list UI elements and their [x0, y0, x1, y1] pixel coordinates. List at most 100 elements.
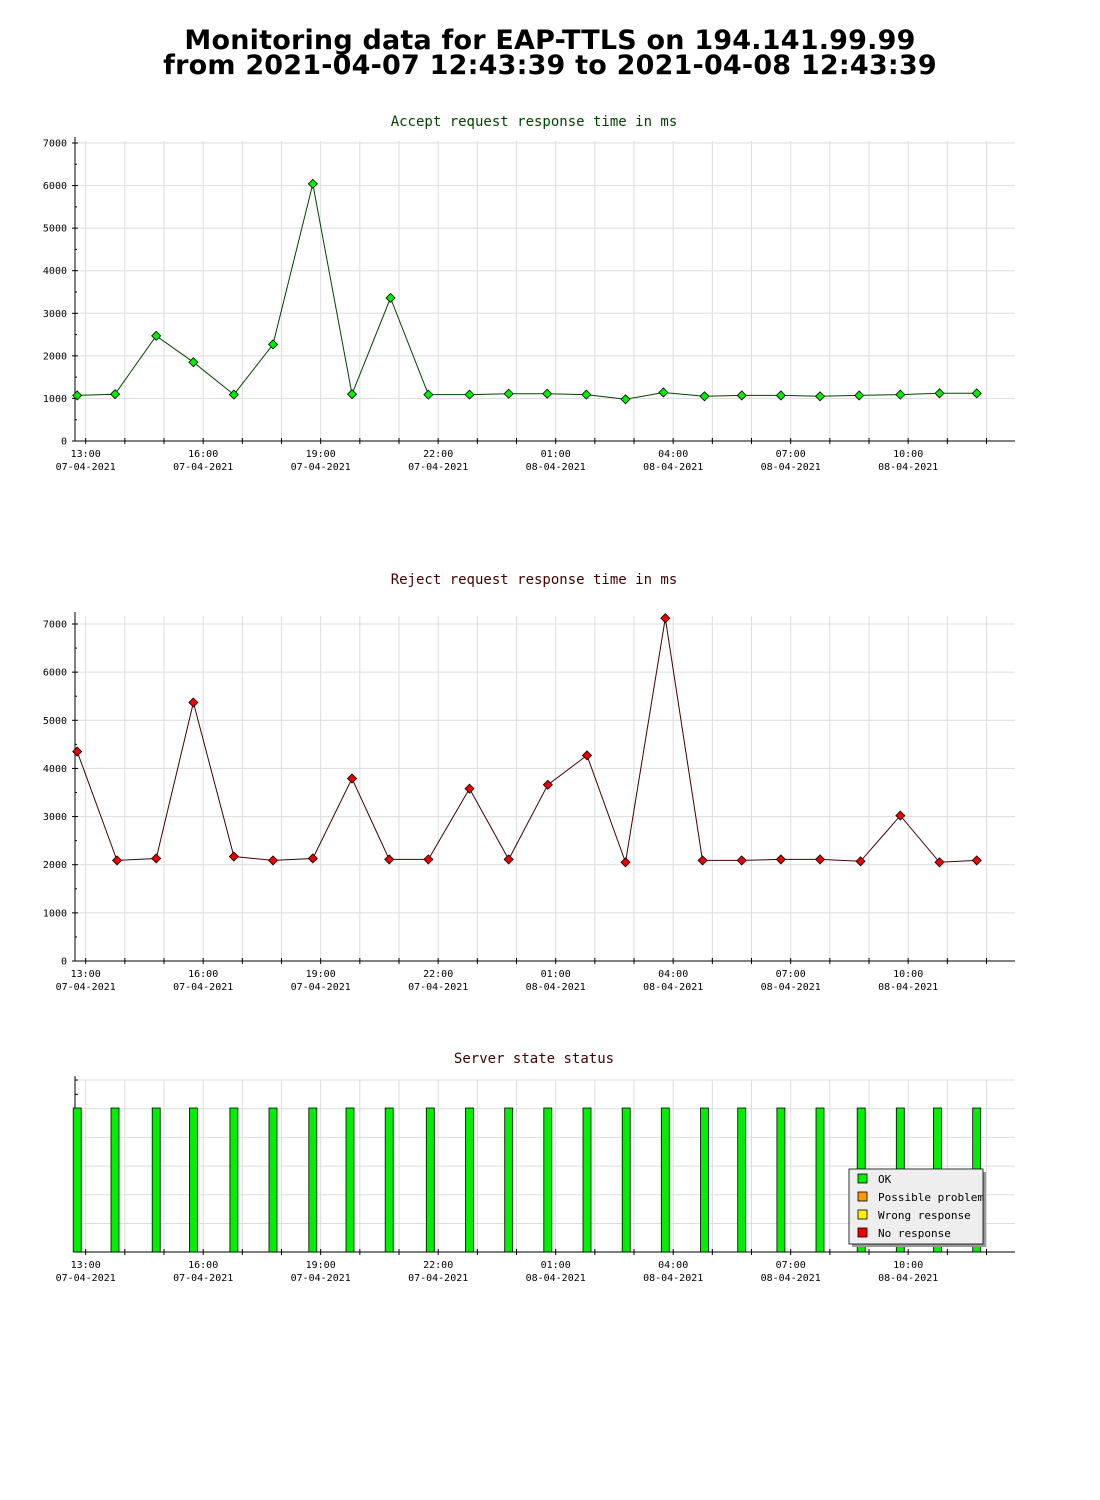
legend-label: Possible problem — [878, 1191, 984, 1204]
accept-point — [699, 391, 710, 402]
reject-point — [464, 783, 475, 794]
accept-point — [895, 389, 906, 400]
status-bar — [815, 1107, 825, 1253]
reject-x-tick-date: 08-04-2021 — [761, 982, 821, 993]
status-bar — [504, 1107, 514, 1253]
reject-x-tick-date: 07-04-2021 — [291, 982, 351, 993]
status-bar — [110, 1107, 120, 1253]
reject-point — [895, 810, 906, 821]
reject-point — [736, 855, 747, 866]
reject-point — [151, 853, 162, 864]
reject-point — [346, 773, 358, 784]
accept-x-tick-time: 01:00 — [541, 449, 571, 460]
reject-y-tick-label: 0 — [61, 957, 67, 968]
accept-x-tick-date: 07-04-2021 — [173, 462, 233, 473]
reject-point — [384, 854, 395, 865]
status-chart-title: Server state status — [454, 1051, 614, 1067]
accept-series-line — [77, 183, 977, 400]
accept-y-tick-label: 7000 — [43, 139, 67, 150]
status-bar — [700, 1107, 709, 1253]
accept-point — [72, 390, 83, 401]
reject-y-tick-label: 3000 — [43, 812, 67, 823]
reject-y-tick-label: 2000 — [43, 860, 67, 871]
status-bar — [229, 1107, 239, 1253]
accept-point — [971, 388, 982, 399]
reject-x-tick-time: 07:00 — [776, 969, 806, 980]
status-bar — [621, 1107, 631, 1253]
accept-x-tick-time: 10:00 — [893, 449, 923, 460]
reject-x-tick-date: 08-04-2021 — [878, 982, 938, 993]
status-bar — [582, 1107, 592, 1253]
reject-point — [188, 697, 199, 708]
accept-point — [775, 390, 786, 401]
legend-box — [848, 1168, 984, 1245]
status-x-tick-date: 08-04-2021 — [878, 1273, 938, 1284]
accept-x-tick-time: 04:00 — [658, 449, 688, 460]
reject-point — [934, 857, 945, 868]
reject-x-tick-date: 07-04-2021 — [408, 982, 468, 993]
reject-point — [814, 854, 826, 865]
accept-chart: Accept request response time in ms 13:00 0… — [43, 114, 1015, 473]
legend-swatch — [857, 1227, 868, 1238]
reject-point — [971, 855, 982, 866]
accept-point — [109, 389, 121, 400]
reject-y-tick-label: 7000 — [43, 620, 67, 631]
status-x-tick-date: 08-04-2021 — [761, 1273, 821, 1284]
status-x-tick-date: 07-04-2021 — [173, 1273, 233, 1284]
reject-x-tick-date: 07-04-2021 — [173, 982, 233, 993]
accept-point — [346, 389, 358, 400]
accept-x-tick-date: 08-04-2021 — [878, 462, 938, 473]
reject-y-tick-label: 1000 — [43, 908, 67, 919]
reject-x-tick-time: 04:00 — [658, 969, 688, 980]
accept-x-tick-time: 22:00 — [423, 449, 453, 460]
status-x-tick-time: 10:00 — [893, 1260, 923, 1271]
status-bar — [151, 1107, 161, 1253]
status-x-tick-time: 07:00 — [776, 1260, 806, 1271]
accept-x-tick-time: 07:00 — [776, 449, 806, 460]
reject-x-tick-time: 13:00 — [71, 969, 101, 980]
accept-point — [464, 389, 475, 400]
legend-label: OK — [878, 1173, 892, 1186]
status-x-tick-time: 04:00 — [658, 1260, 688, 1271]
accept-point — [934, 388, 945, 399]
reject-point — [423, 854, 434, 865]
legend-swatch — [857, 1191, 868, 1202]
status-x-tick-time: 01:00 — [541, 1260, 571, 1271]
accept-point — [307, 178, 318, 189]
accept-x-tick-date: 08-04-2021 — [526, 462, 586, 473]
reject-point — [267, 855, 279, 866]
status-x-tick-time: 13:00 — [71, 1260, 101, 1271]
status-x-tick-time: 19:00 — [306, 1260, 336, 1271]
status-x-tick-date: 08-04-2021 — [643, 1273, 703, 1284]
accept-x-tick-date: 07-04-2021 — [56, 462, 116, 473]
accept-point — [228, 389, 239, 400]
status-bar — [543, 1107, 553, 1253]
accept-point — [151, 330, 162, 341]
accept-x-tick-time: 13:00 — [71, 449, 101, 460]
reject-x-tick-date: 08-04-2021 — [526, 982, 586, 993]
status-bar — [72, 1107, 82, 1253]
status-bar — [776, 1107, 786, 1253]
reject-x-tick-time: 01:00 — [541, 969, 571, 980]
status-x-tick-date: 08-04-2021 — [526, 1273, 586, 1284]
status-bar — [660, 1107, 670, 1253]
reject-point — [855, 856, 866, 867]
accept-x-tick-date: 08-04-2021 — [643, 462, 703, 473]
status-x-tick-time: 22:00 — [423, 1260, 453, 1271]
accept-y-tick-label: 2000 — [43, 351, 67, 362]
reject-chart: Reject request response time in ms 13:00 0… — [43, 572, 1015, 993]
status-chart: Server state status 13:00 07-04-2021 16:00 0… — [56, 1051, 1015, 1284]
status-bar — [737, 1107, 747, 1253]
status-x-tick-date: 07-04-2021 — [291, 1273, 351, 1284]
accept-chart-title: Accept request response time in ms — [391, 114, 678, 130]
reject-x-tick-time: 19:00 — [306, 969, 336, 980]
accept-point — [854, 390, 865, 401]
accept-y-tick-label: 4000 — [43, 266, 67, 277]
legend-label: No response — [878, 1227, 951, 1240]
reject-point — [775, 854, 786, 865]
legend-label: Wrong response — [878, 1209, 971, 1222]
legend-swatch — [857, 1209, 868, 1220]
reject-y-tick-label: 5000 — [43, 716, 67, 727]
reject-point — [111, 855, 123, 866]
